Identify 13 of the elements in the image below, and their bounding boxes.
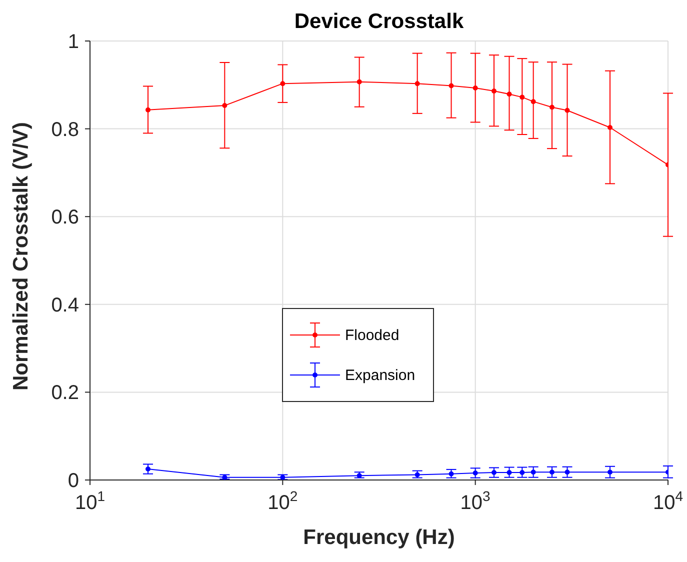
y-tick-label: 0.6 bbox=[51, 206, 79, 229]
y-tick-label: 1 bbox=[68, 31, 79, 53]
x-tick-label: 10$^{4}$ bbox=[652, 488, 684, 514]
y-tick-label: 0.8 bbox=[51, 118, 79, 141]
legend-label: Flooded bbox=[345, 326, 400, 344]
x-tick-label: 10$^{2}$ bbox=[268, 488, 298, 514]
legend-label: Expansion bbox=[345, 366, 416, 384]
y-tick-label: 0.4 bbox=[51, 294, 79, 316]
chart-title: Device Crosstalk bbox=[293, 10, 465, 34]
x-axis-title: Frequency (Hz) bbox=[303, 526, 455, 549]
y-axis-title: Normalized Crosstalk (V/V) bbox=[9, 122, 32, 390]
y-tick-label: 0.2 bbox=[51, 382, 79, 404]
x-tick-label: 10$^{3}$ bbox=[460, 488, 491, 514]
